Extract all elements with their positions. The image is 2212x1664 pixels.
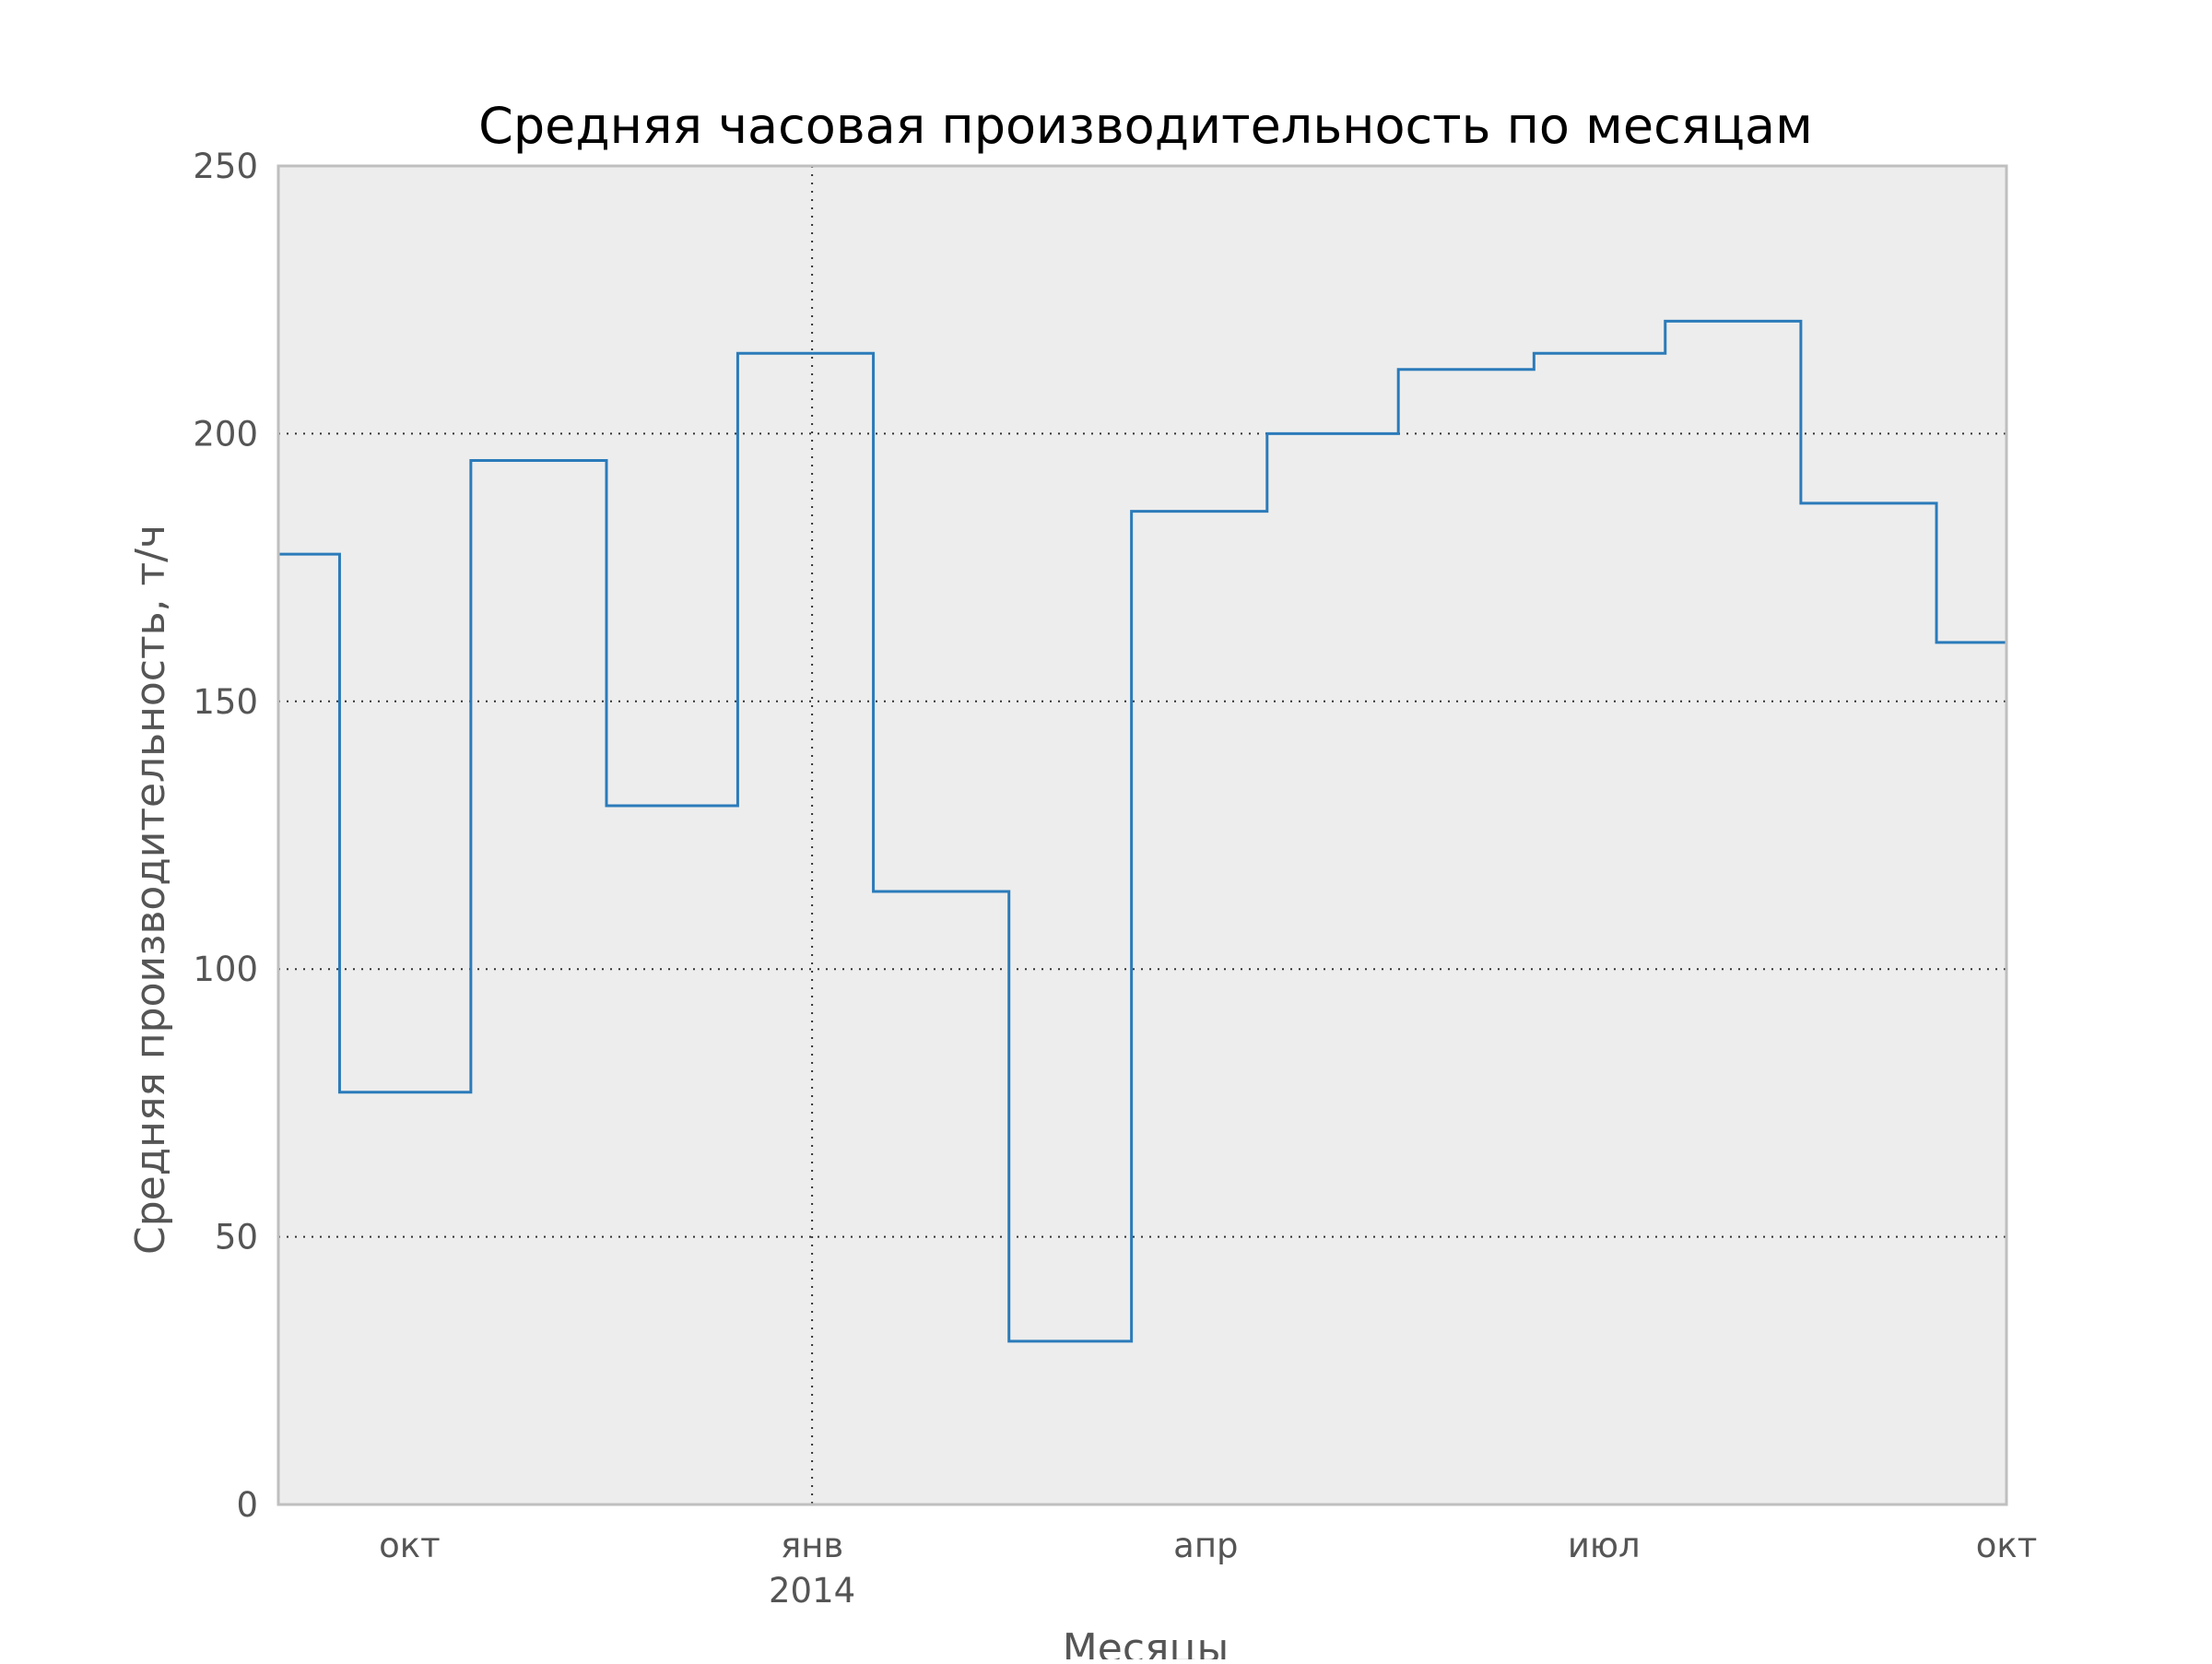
y-tick-label: 250	[193, 147, 258, 186]
y-tick-label: 100	[193, 950, 258, 989]
x-tick-label: июл	[1568, 1526, 1641, 1565]
y-tick-label: 150	[193, 682, 258, 722]
x-axis-ticks: окт янв 2014 апр июл окт	[379, 1526, 2037, 1611]
y-tick-label: 50	[215, 1218, 258, 1257]
plot-frame	[276, 164, 2008, 1506]
series-line	[278, 319, 2006, 1343]
x-tick-label: окт	[379, 1526, 441, 1565]
y-tick-label: 200	[193, 414, 258, 454]
series-layer	[278, 319, 2006, 1343]
grid-lines	[278, 166, 2006, 1505]
x-tick-sublabel: 2014	[769, 1571, 855, 1611]
plot-area	[278, 166, 2006, 1505]
x-axis-label: Месяцы	[1063, 1625, 1229, 1659]
y-axis-ticks: 0 50 100 150 200 250	[193, 147, 258, 1525]
y-axis-label: Средняя производительность, т/ч	[127, 525, 174, 1255]
x-tick-label: апр	[1173, 1526, 1238, 1565]
y-tick-label: 0	[236, 1485, 258, 1525]
x-tick-label: янв	[781, 1526, 843, 1565]
x-tick-label: окт	[1976, 1526, 2038, 1565]
chart-title: Средняя часовая производительность по ме…	[478, 97, 1813, 155]
